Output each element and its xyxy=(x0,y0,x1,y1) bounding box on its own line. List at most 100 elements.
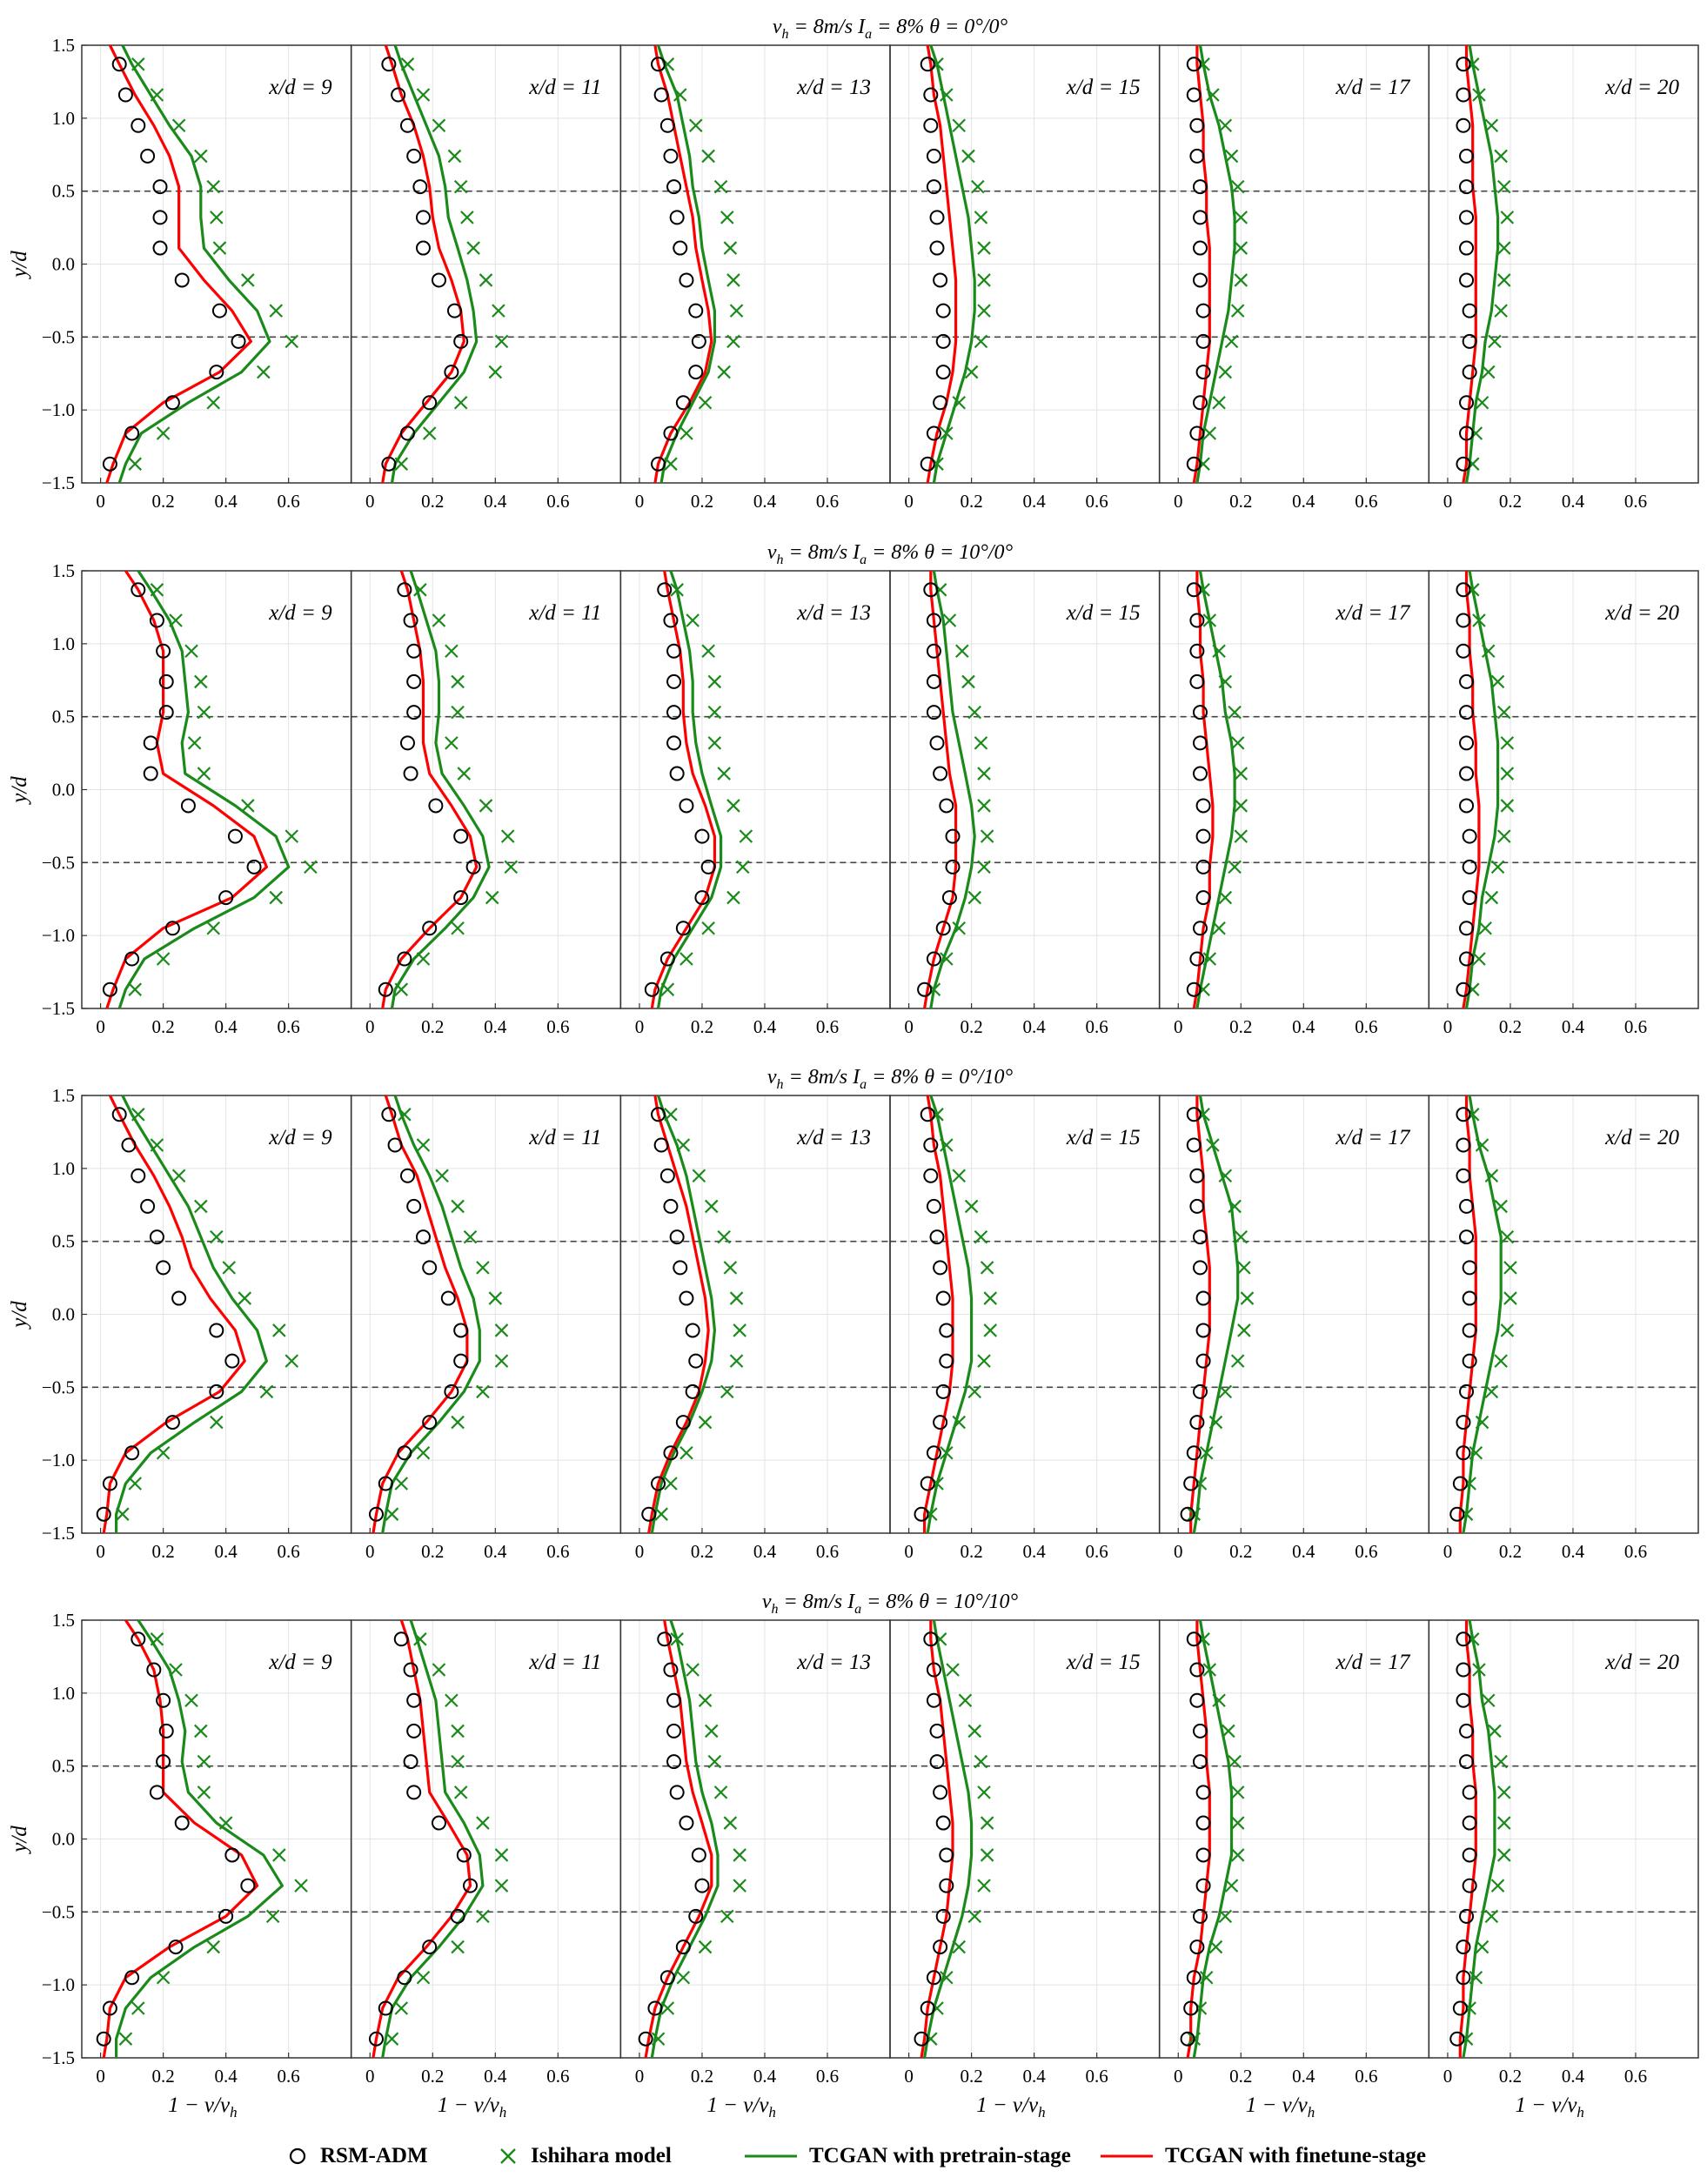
ishihara-point xyxy=(492,304,505,318)
ishihara-point xyxy=(131,1108,145,1122)
rsm-point xyxy=(694,828,710,844)
rsm-point xyxy=(440,1290,456,1306)
ishihara-point xyxy=(116,1507,130,1521)
rsm-point xyxy=(1462,859,1477,874)
ishihara-point xyxy=(1206,1138,1220,1152)
rsm-point xyxy=(941,890,957,906)
pretrain-line xyxy=(1195,44,1236,484)
ishihara-point xyxy=(1503,1261,1517,1275)
y-tick-label: 0.0 xyxy=(52,1304,75,1325)
rsm-point xyxy=(124,425,140,441)
rsm-point xyxy=(431,1815,446,1831)
x-tick-label: 0.6 xyxy=(278,491,300,512)
rsm-point xyxy=(164,921,180,936)
rsm-point xyxy=(209,365,224,380)
rsm-point xyxy=(1456,1137,1471,1153)
y-tick-label: 0.0 xyxy=(52,254,75,275)
x-axis-label: 1 − v/vh xyxy=(706,2094,776,2120)
rsm-point xyxy=(926,1445,941,1461)
ishihara-point xyxy=(971,179,985,194)
x-axis-label: 1 − v/vh xyxy=(976,2094,1046,2120)
pretrain-line xyxy=(656,570,723,1009)
ishihara-point xyxy=(1222,1724,1235,1738)
rsm-point xyxy=(378,2000,393,2016)
rsm-point xyxy=(920,456,935,472)
ishihara-point xyxy=(1218,118,1233,132)
x-tick-label: 0.2 xyxy=(960,1541,982,1562)
pretrain-line xyxy=(1464,44,1500,484)
ishihara-point xyxy=(294,1879,308,1893)
legend: RSM-ADM Ishihara model TCGAN with pretra… xyxy=(0,2139,1707,2174)
rsm-point xyxy=(231,333,246,349)
rsm-point xyxy=(1462,333,1477,349)
ishihara-point xyxy=(967,1384,981,1399)
pretrain-line xyxy=(1462,1095,1503,1534)
ishihara-point xyxy=(940,1971,954,1985)
row-title: vh = 8m/s Ia = 8% θ = 10°/0° xyxy=(767,541,1014,567)
rsm-point xyxy=(158,705,174,720)
rsm-point xyxy=(659,117,675,133)
ishihara-point xyxy=(977,860,991,874)
x-tick-label: 0.6 xyxy=(546,491,569,512)
panel-label: x/d = 11 xyxy=(528,1126,601,1149)
rsm-point xyxy=(691,1847,706,1863)
ishihara-point xyxy=(967,1724,981,1738)
rsm-point xyxy=(666,705,682,720)
x-tick-label: 0.4 xyxy=(215,2066,238,2087)
x-tick-label: 0.4 xyxy=(484,1541,507,1562)
rsm-point xyxy=(920,2000,935,2016)
ishihara-point xyxy=(1484,1384,1499,1399)
ishihara-point xyxy=(723,241,738,255)
rsm-point xyxy=(673,1260,688,1276)
rsm-point xyxy=(688,1353,704,1369)
ishihara-point xyxy=(184,1693,198,1707)
y-tick-label: 1.5 xyxy=(52,560,75,581)
rsm-point xyxy=(1459,148,1475,164)
rsm-point xyxy=(152,210,168,225)
cross-marker-icon xyxy=(500,2148,516,2164)
panel-frame xyxy=(1428,44,1699,484)
ishihara-point xyxy=(238,1291,252,1305)
ishihara-point xyxy=(707,1754,722,1769)
ishihara-point xyxy=(720,1909,734,1924)
rsm-point xyxy=(1195,798,1211,814)
rsm-point xyxy=(444,1383,459,1399)
ishihara-point xyxy=(1230,179,1245,194)
ishihara-point xyxy=(1469,1971,1483,1985)
rsm-point xyxy=(939,798,954,814)
ishihara-point xyxy=(1199,1446,1214,1460)
ishihara-point xyxy=(435,1169,449,1182)
ishihara-point xyxy=(720,211,734,224)
ishihara-point xyxy=(670,583,684,597)
ishihara-point xyxy=(967,705,981,720)
ishihara-point xyxy=(1496,705,1511,720)
rsm-point xyxy=(926,1970,941,1986)
x-tick-label: 0.2 xyxy=(421,2066,444,2087)
rsm-point xyxy=(1459,395,1475,411)
ishihara-point xyxy=(729,304,744,318)
panel: 0 0.2 0.4 0.6 x/d = 20 1 − v/vh xyxy=(1428,1619,1699,2120)
rsm-point xyxy=(131,117,146,133)
y-axis-label: y/d xyxy=(8,1826,31,1855)
ishihara-point xyxy=(952,118,966,132)
rsm-point xyxy=(397,582,412,598)
rsm-point xyxy=(1189,1662,1205,1678)
ishihara-point xyxy=(1496,179,1511,194)
rsm-point xyxy=(1195,333,1211,349)
rsm-point xyxy=(663,148,679,164)
rsm-point xyxy=(929,210,945,225)
y-tick-label: −1.0 xyxy=(42,399,75,420)
ishihara-point xyxy=(1478,921,1492,935)
ishihara-point xyxy=(1202,952,1217,966)
panel: 0 0.2 0.4 0.6 x/d = 11 xyxy=(350,1095,622,1562)
rsm-point xyxy=(211,303,227,318)
ishihara-point xyxy=(1218,674,1233,689)
rsm-point xyxy=(644,981,659,997)
ishihara-point xyxy=(241,273,255,287)
finetune-line xyxy=(650,570,717,1009)
x-tick-label: 0.4 xyxy=(1562,2066,1585,2087)
rsm-point xyxy=(679,1290,694,1306)
rsm-point xyxy=(653,87,669,103)
ishihara-point xyxy=(670,1632,684,1646)
ishihara-point xyxy=(977,304,991,318)
